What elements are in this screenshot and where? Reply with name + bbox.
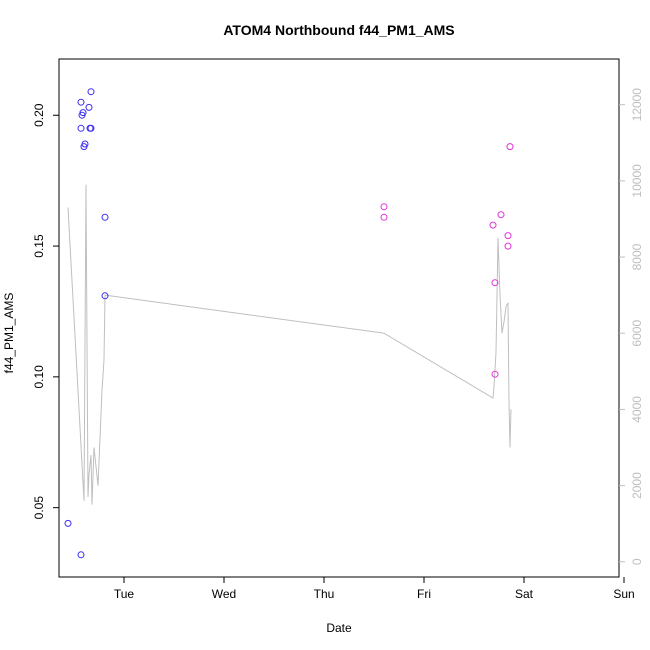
data-point xyxy=(77,551,85,559)
data-point xyxy=(489,221,497,229)
data-point xyxy=(85,103,93,111)
chart-title: ATOM4 Northbound f44_PM1_AMS xyxy=(223,22,454,38)
data-point xyxy=(80,143,88,151)
data-point xyxy=(380,203,388,211)
data-point xyxy=(491,279,499,287)
data-point xyxy=(491,370,499,378)
y-axis-label: f44_PM1_AMS xyxy=(2,293,16,374)
data-point xyxy=(87,124,95,132)
data-point xyxy=(77,98,85,106)
x-tick-label: Fri xyxy=(417,587,431,601)
plot-layer: Tue Wed Thu Fri Sat Sun 0.05 0.10 0.15 0.20 0 2000 4… xyxy=(32,88,644,601)
y2-tick-label: 8000 xyxy=(630,243,644,270)
data-point xyxy=(79,109,87,117)
y2-tick-label: 12000 xyxy=(630,88,644,122)
data-point xyxy=(497,211,505,219)
series-line-0 xyxy=(67,184,512,505)
y-tick-label: 0.05 xyxy=(32,496,46,520)
x-tick-label: Sat xyxy=(515,587,534,601)
y2-tick-label: 4000 xyxy=(630,396,644,423)
data-point xyxy=(504,242,512,250)
data-point xyxy=(101,292,109,300)
x-tick-label: Sun xyxy=(613,587,634,601)
y-tick-label: 0.10 xyxy=(32,365,46,389)
x-tick-label: Thu xyxy=(314,587,335,601)
data-point xyxy=(101,213,109,221)
x-axis-label: Date xyxy=(326,621,352,635)
plot-frame xyxy=(58,58,620,578)
y2-tick-label: 10000 xyxy=(630,164,644,198)
y-tick-label: 0.20 xyxy=(32,103,46,127)
y2-tick-label: 6000 xyxy=(630,320,644,347)
data-point xyxy=(77,124,85,132)
data-point xyxy=(504,232,512,240)
x-tick-label: Wed xyxy=(212,587,236,601)
data-point xyxy=(64,519,72,527)
y2-tick-label: 0 xyxy=(630,558,644,565)
data-point xyxy=(380,213,388,221)
data-point xyxy=(87,88,95,96)
x-tick-label: Tue xyxy=(114,587,135,601)
y2-tick-label: 2000 xyxy=(630,472,644,499)
y-tick-label: 0.15 xyxy=(32,234,46,258)
data-point xyxy=(506,143,514,151)
